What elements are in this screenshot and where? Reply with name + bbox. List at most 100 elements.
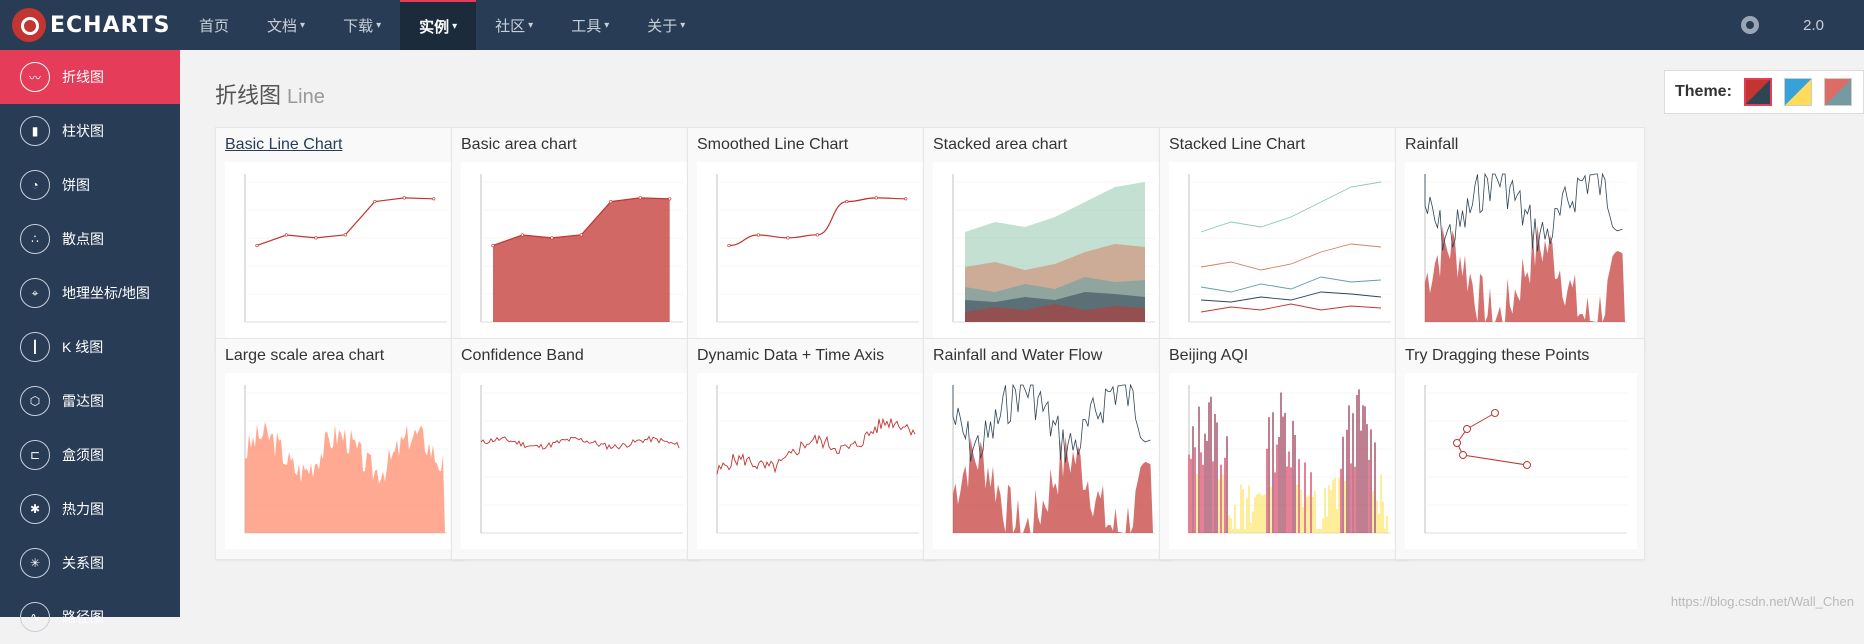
rain-area <box>953 436 1153 533</box>
data-point <box>668 197 672 201</box>
example-card-title[interactable]: Try Dragging these Points <box>1405 347 1590 364</box>
rain-area <box>1425 225 1625 322</box>
nav-item-label: 工具 <box>571 17 602 35</box>
example-card-title[interactable]: Confidence Band <box>461 347 584 364</box>
example-card-area[interactable]: Basic area chart <box>451 127 701 349</box>
example-card-thumbnail[interactable] <box>933 373 1165 549</box>
example-card-title[interactable]: Basic Line Chart <box>225 136 343 153</box>
sidebar-item-2[interactable]: ◔ 饼图 <box>0 158 180 212</box>
example-card-smooth[interactable]: Smoothed Line Chart <box>687 127 937 349</box>
example-card-flow[interactable]: Rainfall and Water Flow <box>923 338 1173 560</box>
data-point <box>727 243 731 248</box>
bar-chart-icon: ▮ <box>20 116 50 146</box>
nav-menu: 首页 文档 ▾ 下载 ▾ 实例 ▾ 社区 ▾ 工具 ▾ 关于 ▾ <box>180 0 704 50</box>
sidebar-item-label: 关系图 <box>62 555 104 571</box>
sidebar-item-7[interactable]: ⊏ 盒须图 <box>0 428 180 482</box>
example-card-thumbnail[interactable] <box>461 373 693 549</box>
example-card-thumbnail[interactable] <box>933 162 1165 338</box>
chart-preview <box>716 174 919 323</box>
data-point <box>786 236 790 240</box>
sidebar-item-label: K 线图 <box>62 339 104 355</box>
sidebar-item-3[interactable]: ∴ 散点图 <box>0 212 180 266</box>
version-label[interactable]: 2.0 <box>1803 16 1824 34</box>
chart-preview <box>716 385 919 534</box>
example-card-large[interactable]: Large scale area chart <box>215 338 465 560</box>
example-card-thumbnail[interactable] <box>697 373 929 549</box>
echarts-logo-icon <box>12 8 46 42</box>
nav-item-label: 首页 <box>199 17 230 35</box>
example-card-thumbnail[interactable] <box>697 162 929 338</box>
data-point <box>255 243 259 248</box>
example-card-thumbnail[interactable] <box>225 162 457 338</box>
data-point <box>579 233 583 237</box>
example-card-aqi[interactable]: Beijing AQI <box>1159 338 1409 560</box>
example-card-thumbnail[interactable] <box>461 162 693 338</box>
map-icon: ⌖ <box>20 278 50 308</box>
example-card-title[interactable]: Rainfall and Water Flow <box>933 347 1103 364</box>
example-card-thumbnail[interactable] <box>1169 162 1401 338</box>
nav-item-label: 文档 <box>267 17 298 35</box>
nav-item-6[interactable]: 关于 ▾ <box>628 0 704 50</box>
sidebar-item-5[interactable]: ┃ K 线图 <box>0 320 180 374</box>
stack-line <box>1200 291 1382 303</box>
sidebar-item-9[interactable]: ✳ 关系图 <box>0 536 180 590</box>
example-card-thumbnail[interactable] <box>1169 373 1401 549</box>
drag-point <box>1523 461 1531 469</box>
lines-icon: ∿ <box>20 602 50 632</box>
chart-preview <box>1188 174 1391 323</box>
radar-icon: ⬡ <box>20 386 50 416</box>
example-card-title[interactable]: Beijing AQI <box>1169 347 1249 364</box>
candlestick-icon: ┃ <box>20 332 50 362</box>
example-card-rainfall[interactable]: Rainfall <box>1395 127 1645 349</box>
nav-item-2[interactable]: 下载 ▾ <box>324 0 400 50</box>
example-card-title[interactable]: Basic area chart <box>461 136 577 153</box>
example-card-title[interactable]: Rainfall <box>1405 136 1459 153</box>
example-card-title[interactable]: Large scale area chart <box>225 347 385 364</box>
nav-item-0[interactable]: 首页 <box>180 0 248 50</box>
line-chart-icon: 〰 <box>20 62 50 92</box>
github-icon[interactable] <box>1741 16 1760 34</box>
large-area <box>245 421 445 533</box>
example-card-title[interactable]: Stacked Line Chart <box>1169 136 1306 153</box>
example-card-drag[interactable]: Try Dragging these Points <box>1395 338 1645 560</box>
sidebar-item-6[interactable]: ⬡ 雷达图 <box>0 374 180 428</box>
sidebar-item-1[interactable]: ▮ 柱状图 <box>0 104 180 158</box>
data-point <box>402 196 406 200</box>
heatmap-icon: ✱ <box>20 494 50 524</box>
example-card-title[interactable]: Smoothed Line Chart <box>697 136 849 153</box>
sidebar-item-8[interactable]: ✱ 热力图 <box>0 482 180 536</box>
sidebar-item-label: 饼图 <box>62 177 90 193</box>
example-card-stackline[interactable]: Stacked Line Chart <box>1159 127 1409 349</box>
data-point <box>373 199 377 204</box>
data-point <box>904 197 908 201</box>
sidebar-item-0[interactable]: 〰折线图 <box>0 50 180 104</box>
example-card-title[interactable]: Dynamic Data + Time Axis <box>697 347 885 364</box>
scatter-icon: ∴ <box>20 224 50 254</box>
caret-down-icon: ▾ <box>376 19 382 31</box>
theme-swatch-dark[interactable] <box>1823 78 1852 106</box>
example-card-thumbnail[interactable] <box>225 373 457 549</box>
example-card-line[interactable]: Basic Line Chart <box>215 127 465 349</box>
nav-item-1[interactable]: 文档 ▾ <box>248 0 324 50</box>
nav-item-5[interactable]: 工具 ▾ <box>552 0 628 50</box>
chart-preview <box>480 174 683 323</box>
theme-label: Theme: <box>1675 83 1732 100</box>
caret-down-icon: ▾ <box>452 20 458 32</box>
example-card-band[interactable]: Confidence Band <box>451 338 701 560</box>
nav-item-label: 关于 <box>647 17 678 35</box>
nav-item-4[interactable]: 社区 ▾ <box>476 0 552 50</box>
example-card-thumbnail[interactable] <box>1405 162 1637 338</box>
theme-selector: Theme: <box>1664 70 1864 114</box>
brand-logo[interactable]: ECHARTS <box>0 0 180 50</box>
theme-swatch-default[interactable] <box>1743 78 1772 106</box>
nav-item-label: 社区 <box>495 17 526 35</box>
nav-item-3[interactable]: 实例 ▾ <box>400 0 477 50</box>
sidebar-item-10[interactable]: ∿ 路径图 <box>0 590 180 644</box>
caret-down-icon: ▾ <box>604 19 610 31</box>
sidebar-item-4[interactable]: ⌖ 地理坐标/地图 <box>0 266 180 320</box>
example-card-title[interactable]: Stacked area chart <box>933 136 1068 153</box>
example-card-dynamic[interactable]: Dynamic Data + Time Axis <box>687 338 937 560</box>
example-card-thumbnail[interactable] <box>1405 373 1637 549</box>
example-card-stackarea[interactable]: Stacked area chart <box>923 127 1173 349</box>
theme-swatch-light[interactable] <box>1783 78 1812 106</box>
